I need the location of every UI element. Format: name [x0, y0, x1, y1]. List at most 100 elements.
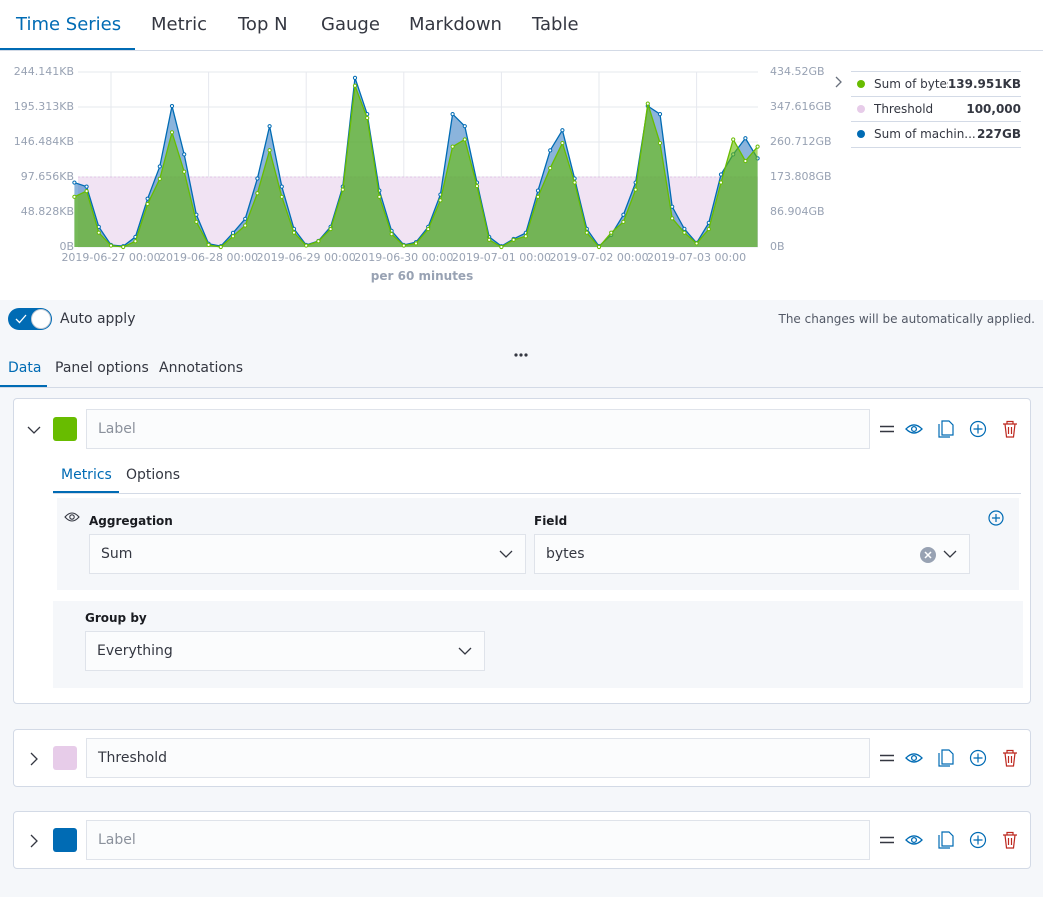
- series-dot-icon: [857, 104, 865, 113]
- x-axis-tick: 2019-06-29 00:00: [256, 251, 356, 264]
- eye-icon[interactable]: [64, 511, 80, 523]
- bytes-series-point: [560, 140, 565, 146]
- chart-legend: Sum of bytes 139.951KB Threshold 100,000 S…: [851, 71, 1021, 148]
- legend-item-threshold[interactable]: Threshold 100,000: [851, 97, 1021, 122]
- tab-gauge[interactable]: Gauge: [321, 14, 380, 35]
- machine-series-point: [279, 184, 284, 189]
- tab-time-series[interactable]: Time Series: [16, 14, 122, 35]
- bytes-series-point: [377, 194, 382, 199]
- add-series-icon[interactable]: [969, 831, 987, 849]
- tab-table[interactable]: Table: [532, 14, 579, 35]
- field-label: Field: [534, 514, 568, 528]
- drag-handle-icon[interactable]: [880, 836, 894, 844]
- bytes-series-point: [218, 244, 223, 250]
- time-series-chart: [72, 71, 760, 250]
- right-axis-tick: 434.52GB: [770, 65, 825, 78]
- right-axis-tick: 173.808GB: [770, 170, 832, 183]
- bytes-series-point: [621, 219, 626, 225]
- series-color-swatch[interactable]: [53, 828, 77, 852]
- trash-icon[interactable]: [1002, 420, 1018, 438]
- visualization-type-tabs: Time Series Metric Top N Gauge Markdown …: [0, 0, 1043, 51]
- machine-series-point: [743, 136, 748, 141]
- legend-item-sum-of-bytes[interactable]: Sum of bytes 139.951KB: [851, 71, 1021, 97]
- bytes-series-point: [523, 234, 528, 239]
- chevron-right-icon[interactable]: [24, 831, 44, 851]
- bytes-series-point: [487, 237, 492, 242]
- legend-item-sum-of-machine[interactable]: Sum of machin... 227GB: [851, 122, 1021, 148]
- bytes-series-point: [255, 191, 260, 196]
- machine-series-point: [157, 164, 162, 169]
- drag-handle-icon[interactable]: [880, 425, 894, 433]
- machine-series-point: [255, 176, 260, 181]
- bytes-series-point: [365, 115, 370, 121]
- tab-markdown[interactable]: Markdown: [409, 14, 502, 35]
- aggregation-select[interactable]: Sum: [89, 534, 526, 574]
- subtab-options[interactable]: Options: [126, 467, 181, 483]
- eye-icon[interactable]: [905, 752, 923, 764]
- machine-series-point: [169, 103, 175, 109]
- chevron-down-icon: [458, 647, 472, 655]
- eye-icon[interactable]: [905, 834, 923, 846]
- chevron-down-icon[interactable]: [24, 420, 44, 440]
- tab-top-n[interactable]: Top N: [238, 14, 288, 35]
- legend-value: 227GB: [976, 127, 1021, 142]
- bytes-series-point: [169, 130, 175, 135]
- bytes-series-point: [670, 216, 675, 221]
- tab-panel-options[interactable]: Panel options: [55, 360, 149, 376]
- clone-icon[interactable]: [938, 749, 954, 767]
- left-axis-tick: 195.313KB: [13, 100, 74, 113]
- group-by-label: Group by: [85, 611, 147, 625]
- series-panel-bytes: Label Metrics Options Aggregation Field …: [13, 398, 1031, 704]
- series-color-swatch[interactable]: [53, 417, 77, 441]
- legend-name: Threshold: [874, 101, 934, 116]
- clone-icon[interactable]: [938, 831, 954, 849]
- bytes-series-point: [706, 226, 711, 232]
- add-metric-icon[interactable]: [988, 510, 1004, 526]
- x-axis-tick: 2019-07-01 00:00: [451, 251, 551, 264]
- interval-label: per 60 minutes: [370, 269, 474, 283]
- bytes-series-point: [157, 176, 162, 182]
- active-tab-indicator: [0, 385, 47, 387]
- machine-series-point: [230, 230, 236, 236]
- clear-icon[interactable]: [920, 547, 936, 563]
- trash-icon[interactable]: [1002, 749, 1018, 767]
- active-subtab-indicator: [53, 491, 119, 493]
- bytes-series-point: [731, 137, 736, 142]
- trash-icon[interactable]: [1002, 831, 1018, 849]
- resize-handle-icon[interactable]: [514, 342, 528, 357]
- series-dot-icon: [857, 79, 865, 88]
- bytes-series-point: [450, 144, 455, 149]
- bytes-series-point: [609, 230, 614, 235]
- field-select[interactable]: bytes: [534, 534, 970, 574]
- drag-handle-icon[interactable]: [880, 754, 894, 762]
- group-by-select[interactable]: Everything: [85, 631, 485, 671]
- add-series-icon[interactable]: [969, 420, 987, 438]
- series-label-input[interactable]: Label: [86, 820, 870, 860]
- legend-collapse-chevron-icon[interactable]: [834, 76, 844, 88]
- eye-icon[interactable]: [905, 423, 923, 435]
- right-axis-tick: 260.712GB: [770, 135, 832, 148]
- bytes-series-point: [743, 158, 748, 164]
- tab-metric[interactable]: Metric: [151, 14, 207, 35]
- auto-apply-toggle[interactable]: [8, 308, 52, 330]
- add-series-icon[interactable]: [969, 749, 987, 767]
- bytes-series-point: [413, 241, 419, 246]
- machine-series-point: [657, 111, 663, 117]
- chevron-right-icon[interactable]: [24, 749, 44, 769]
- x-axis-tick: 2019-06-30 00:00: [354, 251, 454, 264]
- series-label-input[interactable]: Threshold: [86, 738, 870, 778]
- auto-apply-note: The changes will be automatically applie…: [778, 312, 1036, 326]
- tab-data[interactable]: Data: [8, 360, 42, 376]
- bytes-series-point: [657, 140, 663, 146]
- bytes-series-point: [291, 230, 297, 235]
- clone-icon[interactable]: [938, 420, 954, 438]
- bytes-series-point: [267, 148, 272, 153]
- series-color-swatch[interactable]: [53, 746, 77, 770]
- subtab-metrics[interactable]: Metrics: [61, 467, 112, 483]
- bytes-series-point: [474, 183, 480, 189]
- series-label-input[interactable]: Label: [86, 409, 870, 449]
- bytes-series-point: [694, 241, 699, 246]
- tab-annotations[interactable]: Annotations: [159, 360, 244, 376]
- bytes-series-point: [84, 188, 89, 194]
- bytes-series-point: [243, 223, 248, 228]
